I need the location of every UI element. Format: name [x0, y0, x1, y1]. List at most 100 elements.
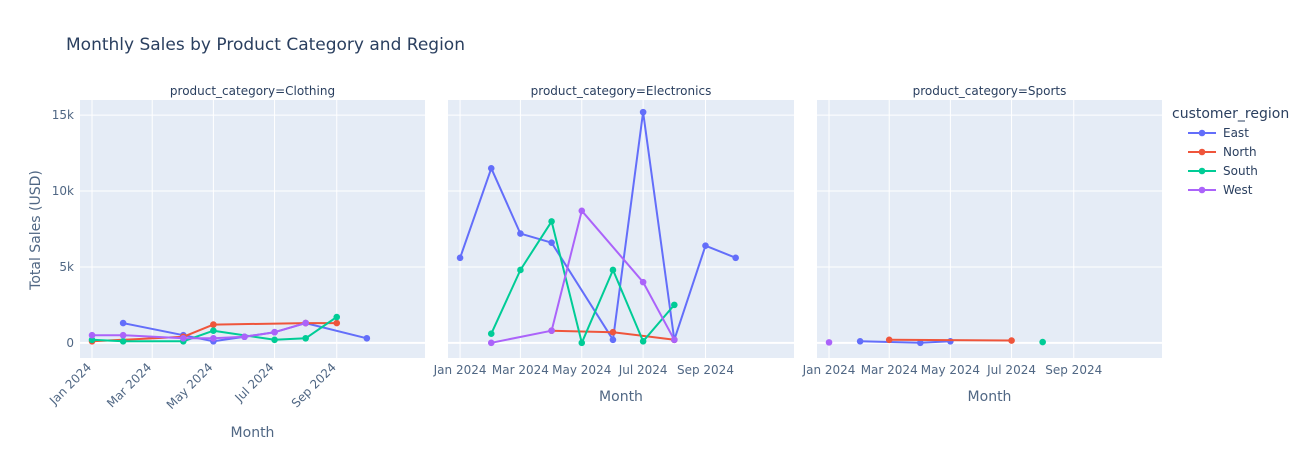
data-point-south[interactable]: [487, 330, 495, 338]
x-tick-label: May 2024: [164, 360, 216, 412]
data-point-east[interactable]: [456, 254, 464, 262]
x-axis-title: Month: [231, 425, 275, 441]
facet-panel-0: product_category=Clothing 0 5k 10k 15k Jan 20…: [46, 84, 425, 441]
data-point-north[interactable]: [333, 319, 341, 327]
facet-title: product_category=Clothing: [170, 84, 335, 98]
y-axis-title: Total Sales (USD): [28, 170, 44, 291]
x-tick-label: Sep 2024: [1045, 363, 1102, 377]
legend-item-west[interactable]: West: [1188, 183, 1253, 197]
data-point-west[interactable]: [671, 336, 678, 344]
series-west: [825, 339, 833, 346]
data-point-north[interactable]: [210, 321, 217, 328]
series-line-north: [889, 338, 1012, 342]
x-tick-label: Jan 2024: [433, 363, 487, 377]
legend-title: customer_region: [1172, 106, 1289, 122]
data-point-south[interactable]: [609, 266, 617, 274]
data-point-south[interactable]: [671, 301, 678, 309]
data-point-east[interactable]: [363, 334, 371, 342]
data-point-west[interactable]: [210, 334, 217, 342]
data-point-north[interactable]: [609, 328, 617, 336]
data-point-west[interactable]: [578, 207, 586, 215]
facet-title: product_category=Sports: [913, 84, 1067, 98]
chart-title: Monthly Sales by Product Category and Re…: [66, 35, 465, 55]
data-point-south[interactable]: [517, 266, 524, 274]
facets: product_category=Clothing 0 5k 10k 15k Jan 20…: [46, 84, 1162, 441]
data-point-north[interactable]: [885, 336, 893, 344]
data-point-west[interactable]: [487, 339, 495, 347]
x-tick-label: May 2024: [921, 363, 980, 377]
data-point-west[interactable]: [241, 333, 248, 341]
plot-background: [80, 100, 425, 358]
data-point-west[interactable]: [548, 327, 555, 334]
y-tick-label: 5k: [59, 260, 74, 274]
series-south: [88, 313, 341, 345]
x-tick-label: Jul 2024: [618, 363, 668, 377]
x-tick-label: Sep 2024: [289, 360, 339, 410]
data-point-east[interactable]: [517, 230, 524, 237]
data-point-west[interactable]: [88, 331, 96, 339]
data-point-south[interactable]: [333, 313, 341, 321]
legend-marker: [1198, 148, 1206, 156]
data-point-south[interactable]: [271, 336, 278, 344]
legend-marker: [1198, 167, 1206, 175]
legend-label: East: [1223, 126, 1249, 140]
x-axis-title: Month: [599, 389, 643, 405]
plot-background: [448, 100, 794, 358]
data-point-south[interactable]: [210, 327, 217, 334]
data-point-east[interactable]: [732, 254, 739, 262]
data-point-east[interactable]: [947, 338, 954, 345]
x-tick-label: Jan 2024: [802, 363, 856, 377]
x-tick-label: Mar 2024: [861, 363, 918, 377]
x-tick-label: Jan 2024: [46, 360, 94, 408]
data-point-east[interactable]: [487, 164, 495, 172]
data-point-south[interactable]: [1039, 338, 1046, 346]
data-point-west[interactable]: [271, 328, 278, 336]
data-point-south[interactable]: [88, 336, 96, 344]
legend-item-south[interactable]: South: [1188, 164, 1258, 178]
series-west: [487, 207, 678, 347]
legend-label: South: [1223, 164, 1258, 178]
legend-item-north[interactable]: North: [1188, 145, 1257, 159]
data-point-east[interactable]: [548, 239, 555, 246]
data-point-west[interactable]: [179, 334, 187, 342]
data-point-east[interactable]: [916, 339, 924, 347]
data-point-south[interactable]: [548, 218, 555, 225]
legend-marker: [1198, 186, 1206, 194]
data-point-east[interactable]: [639, 108, 647, 116]
y-tick-label: 15k: [52, 108, 74, 122]
x-tick-label: May 2024: [552, 363, 611, 377]
y-tick-label: 0: [66, 336, 74, 350]
legend-label: North: [1223, 145, 1257, 159]
data-point-south[interactable]: [302, 334, 309, 342]
data-point-east[interactable]: [119, 319, 127, 327]
data-point-east[interactable]: [609, 336, 617, 344]
x-tick-label: Sep 2024: [677, 363, 734, 377]
series-north: [885, 336, 1015, 344]
legend-marker: [1198, 129, 1206, 137]
data-point-south[interactable]: [639, 338, 647, 345]
facet-panel-1: product_category=Electronics Jan 2024 Mar …: [433, 84, 794, 405]
legend-item-east[interactable]: East: [1188, 126, 1249, 140]
data-point-west[interactable]: [639, 278, 647, 286]
data-point-north[interactable]: [1008, 337, 1015, 344]
legend-label: West: [1223, 183, 1253, 197]
legend-items[interactable]: East North South West: [1188, 126, 1258, 197]
data-point-west[interactable]: [119, 331, 127, 339]
data-point-west[interactable]: [302, 319, 309, 327]
facet-title: product_category=Electronics: [531, 84, 712, 98]
series-south: [1039, 338, 1046, 346]
series-south: [487, 218, 678, 347]
data-point-west[interactable]: [825, 339, 833, 346]
y-tick-label: 10k: [52, 184, 74, 198]
x-axis-title: Month: [968, 389, 1012, 405]
data-point-east[interactable]: [702, 242, 709, 249]
data-point-south[interactable]: [119, 338, 127, 345]
x-tick-label: Mar 2024: [492, 363, 549, 377]
x-tick-label: Jul 2024: [232, 360, 277, 405]
data-point-south[interactable]: [578, 339, 586, 347]
legend[interactable]: customer_region East North South West: [1172, 106, 1289, 197]
series-west: [88, 319, 309, 342]
data-point-east[interactable]: [856, 338, 864, 345]
